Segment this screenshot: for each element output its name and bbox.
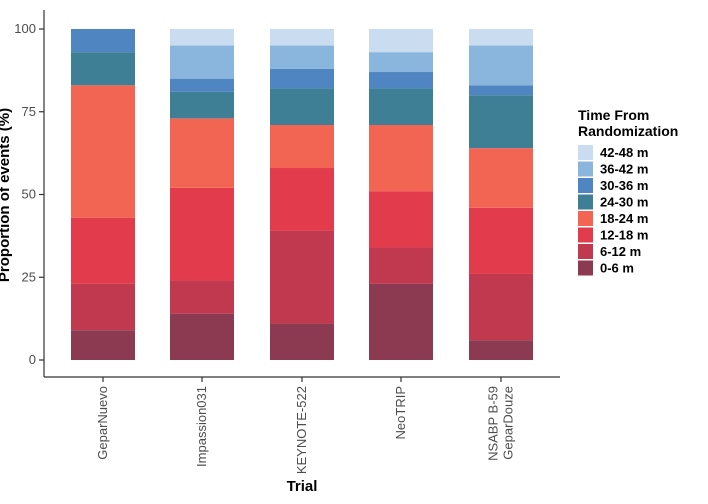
bar-segment-0-6m-2 — [170, 313, 234, 360]
bar-segment-12-18m-3 — [270, 168, 334, 231]
y-axis-title: Proportion of events (%) — [0, 108, 13, 282]
bar-segment-30-36m-3 — [270, 68, 334, 89]
y-tick-label: 100 — [14, 21, 36, 36]
x-axis-title: Trial — [287, 478, 318, 495]
legend-label: 24-30 m — [600, 195, 648, 210]
legend-title: Time From — [578, 107, 649, 123]
bar-segment-12-18m-1 — [71, 217, 135, 284]
legend-label: 12-18 m — [600, 228, 648, 243]
legend-swatch — [578, 194, 593, 210]
bar-segment-0-6m-5 — [469, 340, 533, 360]
bar-segment-12-18m-5 — [469, 207, 533, 274]
bar-segment-6-12m-2 — [170, 280, 234, 314]
x-ticks: GeparNuevo Impassion031 KEYNOTE-522 NeoTRIP… — [95, 377, 516, 474]
bar-segment-36-42m-2 — [170, 45, 234, 79]
bar-segment-0-6m-3 — [270, 323, 334, 360]
x-tick-label: GeparDouze — [501, 386, 516, 460]
bar-segment-18-24m-1 — [71, 85, 135, 218]
legend-swatch — [578, 211, 593, 226]
legend-label: 0-6 m — [600, 261, 634, 276]
bar-segment-36-42m-4 — [369, 52, 433, 73]
x-tick-label: NeoTRIP — [393, 386, 408, 439]
legend-swatch — [578, 161, 593, 177]
bar-segment-0-6m-4 — [369, 283, 433, 360]
bar-segment-6-12m-3 — [270, 230, 334, 324]
bar-segment-30-36m-4 — [369, 72, 433, 89]
bar-segment-30-36m-5 — [469, 85, 533, 96]
legend-swatch — [578, 227, 593, 243]
legend-swatch — [578, 244, 593, 259]
bar-segment-30-36m-1 — [71, 29, 135, 53]
legend-label: 36-42 m — [600, 162, 648, 177]
bar-segment-42-48m-3 — [270, 29, 334, 46]
y-tick-label: 75 — [22, 104, 36, 119]
bar-segment-6-12m-4 — [369, 247, 433, 284]
x-tick-label: KEYNOTE-522 — [294, 386, 309, 474]
bar-segment-42-48m-2 — [170, 29, 234, 46]
legend-label: 18-24 m — [600, 211, 648, 226]
bar-segment-6-12m-1 — [71, 283, 135, 331]
bars — [71, 29, 533, 360]
x-tick-label: NSABP B-59 — [486, 386, 501, 461]
y-ticks: 0 25 50 75 100 — [14, 21, 44, 367]
bar-segment-12-18m-4 — [369, 191, 433, 248]
y-tick-label: 50 — [22, 187, 36, 202]
bar-segment-24-30m-1 — [71, 52, 135, 86]
bar-segment-18-24m-2 — [170, 118, 234, 188]
bar-segment-30-36m-2 — [170, 78, 234, 92]
bar-segment-6-12m-5 — [469, 273, 533, 341]
legend-label: 42-48 m — [600, 145, 648, 160]
x-tick-label: GeparNuevo — [95, 386, 110, 460]
bar-segment-24-30m-3 — [270, 88, 334, 125]
bar-segment-0-6m-1 — [71, 330, 135, 360]
y-tick-label: 25 — [22, 269, 36, 284]
bar-segment-42-48m-4 — [369, 29, 433, 53]
legend-swatch — [578, 260, 593, 276]
legend-swatch — [578, 145, 593, 160]
x-tick-label: Impassion031 — [194, 386, 209, 467]
bar-segment-24-30m-5 — [469, 95, 533, 149]
bar-segment-18-24m-4 — [369, 124, 433, 192]
bar-segment-24-30m-2 — [170, 91, 234, 119]
bar-segment-18-24m-3 — [270, 124, 334, 169]
bar-segment-36-42m-5 — [469, 45, 533, 86]
legend-swatch — [578, 178, 593, 193]
bar-segment-24-30m-4 — [369, 88, 433, 125]
bar-segment-12-18m-2 — [170, 187, 234, 281]
legend-title: Randomization — [578, 123, 678, 139]
legend-label: 30-36 m — [600, 178, 648, 193]
bar-segment-36-42m-3 — [270, 45, 334, 69]
bar-segment-42-48m-5 — [469, 29, 533, 46]
legend-label: 6-12 m — [600, 244, 641, 259]
y-tick-label: 0 — [29, 352, 36, 367]
bar-segment-18-24m-5 — [469, 148, 533, 208]
